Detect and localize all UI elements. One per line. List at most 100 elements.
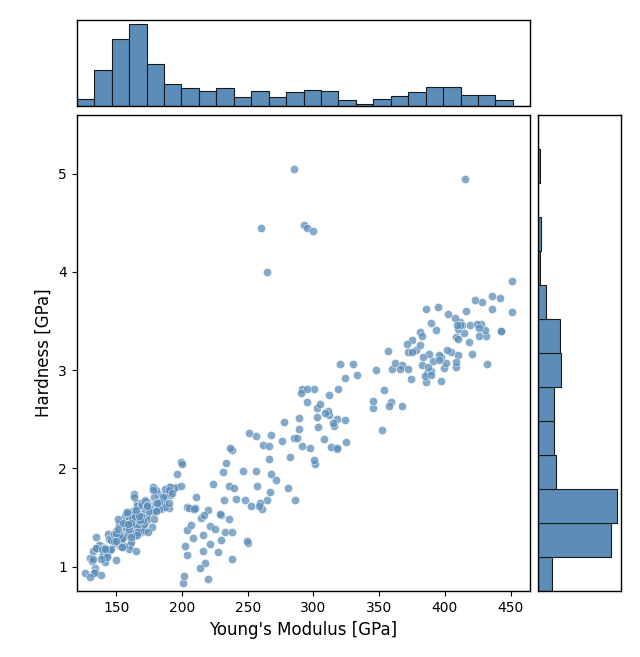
Point — [115, 537, 125, 548]
Point — [147, 522, 157, 532]
Point — [340, 373, 350, 384]
Point — [136, 512, 147, 523]
Bar — [234, 97, 252, 106]
Point — [223, 480, 234, 491]
Point — [150, 499, 161, 509]
Point — [90, 563, 100, 574]
Point — [131, 505, 141, 515]
Point — [216, 510, 227, 520]
Bar — [478, 95, 495, 106]
Point — [144, 503, 154, 513]
Point — [177, 459, 187, 470]
Point — [120, 522, 131, 533]
Point — [210, 524, 220, 535]
Point — [195, 562, 205, 573]
Point — [120, 519, 130, 530]
Point — [138, 515, 148, 526]
Point — [135, 517, 145, 528]
Point — [496, 326, 506, 336]
Point — [114, 535, 124, 545]
Point — [129, 489, 139, 499]
Point — [111, 535, 122, 546]
Point — [142, 496, 152, 507]
Bar — [538, 319, 560, 353]
Point — [103, 529, 113, 539]
Bar — [252, 91, 269, 106]
Point — [124, 544, 134, 555]
Point — [147, 501, 157, 512]
Point — [140, 501, 150, 512]
Point — [140, 495, 150, 506]
Point — [255, 498, 265, 509]
Point — [402, 339, 412, 350]
Point — [390, 358, 400, 369]
Point — [379, 385, 389, 396]
Point — [120, 510, 131, 521]
Point — [136, 511, 147, 522]
Point — [426, 317, 436, 328]
Bar — [286, 92, 303, 106]
Bar — [443, 87, 461, 106]
Point — [301, 223, 312, 233]
Point — [122, 509, 132, 520]
Point — [421, 376, 431, 387]
Point — [125, 524, 135, 535]
Point — [179, 541, 189, 551]
Point — [164, 485, 175, 495]
Point — [134, 509, 144, 519]
Point — [117, 533, 127, 544]
Point — [330, 420, 340, 431]
Point — [451, 362, 461, 373]
Point — [140, 503, 150, 513]
Point — [150, 503, 160, 513]
Point — [191, 491, 202, 502]
Point — [152, 505, 162, 515]
Point — [133, 516, 143, 526]
Point — [237, 466, 248, 476]
Point — [134, 514, 145, 525]
Point — [199, 510, 209, 520]
Point — [129, 532, 139, 542]
Point — [323, 405, 333, 416]
Point — [446, 347, 456, 357]
Bar — [339, 100, 356, 106]
Point — [220, 527, 230, 537]
Point — [124, 524, 134, 534]
Point — [159, 493, 169, 504]
Point — [91, 542, 101, 553]
Point — [340, 436, 351, 447]
Point — [403, 363, 413, 374]
Point — [140, 504, 150, 514]
Point — [152, 497, 163, 508]
Bar — [538, 557, 552, 591]
Point — [148, 492, 159, 503]
Bar — [129, 24, 147, 106]
Point — [138, 524, 148, 535]
Point — [383, 400, 394, 411]
Point — [352, 370, 362, 380]
Point — [246, 501, 257, 511]
Point — [315, 399, 325, 410]
Point — [215, 509, 225, 520]
Point — [111, 555, 122, 565]
Point — [108, 535, 118, 546]
Point — [332, 443, 342, 454]
Point — [219, 495, 229, 505]
Point — [151, 506, 161, 516]
Point — [368, 396, 378, 406]
Point — [146, 503, 156, 514]
Point — [436, 351, 446, 362]
Point — [143, 508, 154, 518]
Point — [95, 570, 106, 580]
Point — [131, 546, 141, 556]
Bar — [538, 285, 546, 319]
Point — [109, 534, 120, 545]
Point — [487, 291, 497, 302]
Point — [117, 541, 127, 552]
Bar — [538, 149, 540, 183]
Point — [415, 340, 425, 350]
Point — [190, 503, 200, 514]
Point — [420, 371, 431, 381]
Point — [116, 530, 126, 540]
Point — [115, 541, 125, 551]
